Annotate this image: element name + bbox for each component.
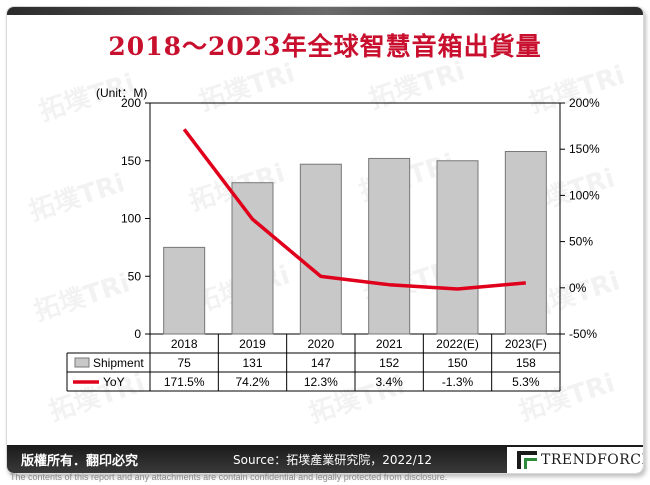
- legend-swatch-shipment: [74, 357, 90, 368]
- trendforce-logo-icon: [517, 451, 537, 469]
- plot-area: [149, 102, 561, 335]
- shipment-value-label: 150: [447, 356, 467, 370]
- top-bar: [7, 7, 643, 15]
- legend-label-shipment: Shipment: [93, 356, 144, 370]
- shipment-value-label: 158: [516, 356, 536, 370]
- unit-label: (Unit：M): [96, 86, 147, 100]
- shipment-bar: [436, 160, 479, 335]
- slide-frame: 拓墣TRi 拓墣TRi 拓墣TRi 拓墣TRi 拓墣TRi 拓墣TRi 拓墣TR…: [6, 6, 644, 474]
- category-label: 2020: [307, 337, 334, 351]
- y2-tick-label: 150%: [569, 142, 600, 156]
- chart-svg: 0 50 100 150 200 -50% 0% 50% 100% 150% 200% (Unit：M…: [66, 86, 600, 392]
- shipment-value-label: 147: [311, 356, 331, 370]
- yoy-line: [182, 128, 526, 291]
- brand-logo-area: TRENDFORCE: [507, 447, 643, 473]
- category-label: 2022(E): [436, 337, 479, 351]
- shipment-bar: [231, 182, 274, 335]
- yoy-value-label: 12.3%: [304, 375, 338, 389]
- category-label: 2018: [171, 337, 198, 351]
- category-label: 2023(F): [505, 337, 547, 351]
- yoy-value-label: 5.3%: [512, 375, 540, 389]
- y-tick-label: 50: [128, 269, 142, 283]
- legend-label-yoy: YoY: [103, 375, 125, 389]
- copyright-text: 版權所有．翻印必究: [21, 454, 139, 469]
- y-tick-label: 100: [121, 212, 141, 226]
- y2-tick-label: 50%: [569, 235, 593, 249]
- shipment-bar: [504, 151, 547, 335]
- y-tick-label: 200: [121, 96, 141, 110]
- yoy-value-label: 74.2%: [235, 375, 269, 389]
- shipment-bar: [368, 157, 411, 335]
- yoy-value-label: 171.5%: [164, 375, 205, 389]
- source-text: Source：拓墣產業研究院，2022/12: [233, 453, 433, 467]
- brand-name: TRENDFORCE: [541, 452, 644, 468]
- shipment-value-label: 152: [379, 356, 399, 370]
- category-label: 2021: [376, 337, 403, 351]
- shipment-value-label: 131: [242, 356, 262, 370]
- y-tick-label: 150: [121, 154, 141, 168]
- yoy-value-label: 3.4%: [375, 375, 403, 389]
- y2-tick-label: 100%: [569, 188, 600, 202]
- category-label: 2019: [239, 337, 266, 351]
- shipment-bar: [163, 246, 206, 335]
- y2-tick-label: -50%: [569, 327, 597, 341]
- chart-title: 2018～2023年全球智慧音箱出貨量: [108, 32, 542, 61]
- disclaimer-text: The contents of this report and any atta…: [10, 472, 448, 482]
- y2-tick-label: 200%: [569, 96, 600, 110]
- shipment-value-label: 75: [177, 356, 191, 370]
- y-tick-label: 0: [134, 327, 141, 341]
- yoy-value-label: -1.3%: [442, 375, 474, 389]
- y2-tick-label: 0%: [569, 281, 587, 295]
- shipment-bar: [299, 163, 342, 335]
